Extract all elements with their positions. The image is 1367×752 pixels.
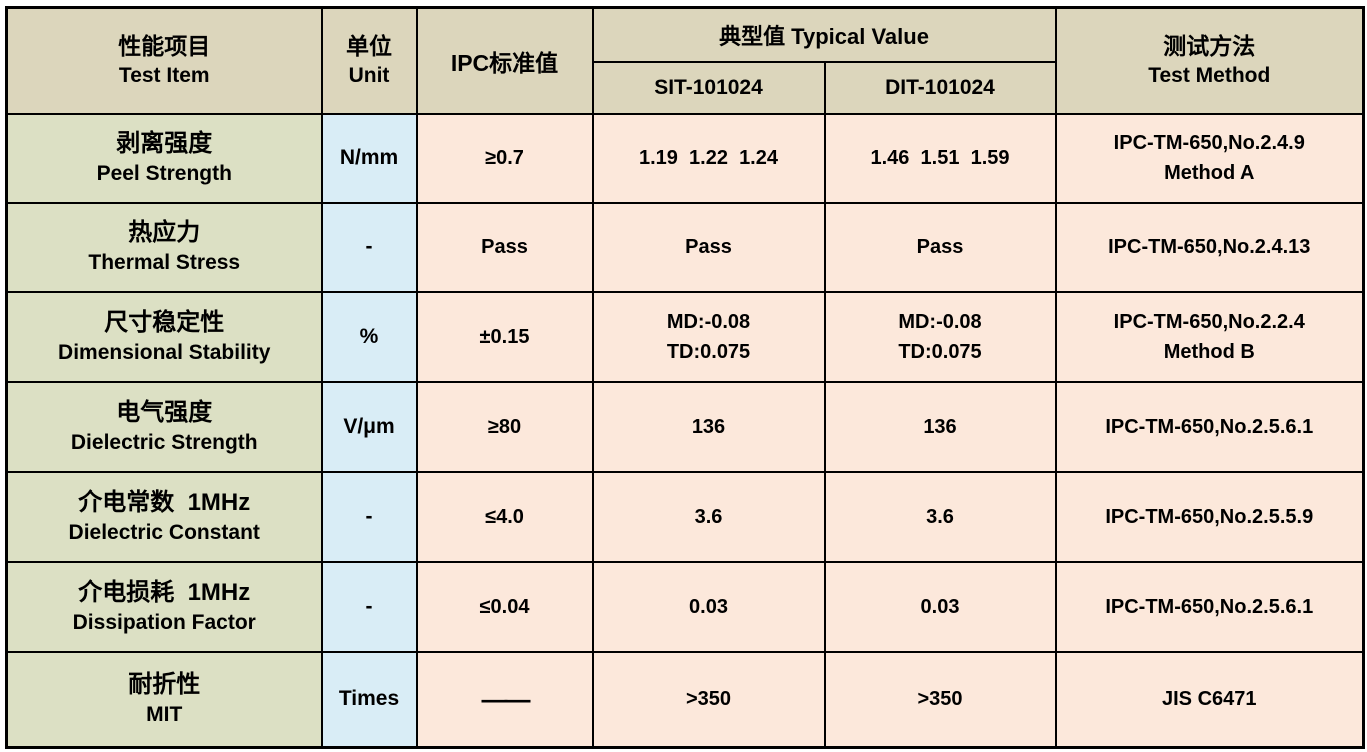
item-label-zh: 热应力 (128, 219, 201, 246)
dissipation-factor-dit-cell: 0.03 (823, 560, 1057, 653)
header-unit: 单位 Unit (320, 6, 418, 115)
row-thermal-stress: 热应力 Thermal Stress - Pass Pass Pass IPC-… (5, 201, 1365, 293)
item-label-en: Dimensional Stability (58, 340, 271, 364)
mit-dit-cell: >350 (823, 650, 1057, 749)
thermal-stress-ipc-cell: Pass (415, 201, 594, 293)
header-unit-en: Unit (348, 64, 390, 88)
item-label-zh: 介电损耗 1MHz (78, 578, 251, 606)
spec-sheet-page: 性能项目 Test Item 单位 Unit IPC标准值 典型值 Typica… (5, 6, 1366, 749)
dielectric-constant-ipc-cell: ≤4.0 (415, 470, 594, 563)
peel-strength-unit-cell: N/mm (320, 112, 418, 204)
peel-strength-method-cell: IPC-TM-650,No.2.4.9 Method A (1054, 112, 1365, 204)
header-row-top: 性能项目 Test Item 单位 Unit IPC标准值 典型值 Typica… (5, 6, 1365, 115)
dielectric-strength-method-cell: IPC-TM-650,No.2.5.6.1 (1054, 380, 1365, 473)
item-label-en: Dissipation Factor (72, 610, 256, 634)
header-test-item-zh: 性能项目 (118, 33, 211, 60)
dielectric-strength-ipc-cell: ≥80 (415, 380, 594, 473)
peel-strength-dit-cell: 1.46 1.51 1.59 (823, 112, 1057, 204)
peel-strength-sit-cell: 1.19 1.22 1.24 (591, 112, 826, 204)
thermal-stress-item-cell: 热应力 Thermal Stress (5, 201, 323, 293)
thermal-stress-sit-cell: Pass (591, 201, 826, 293)
peel-strength-ipc-cell: ≥0.7 (415, 112, 594, 204)
header-test-item-en: Test Item (118, 64, 210, 88)
dissipation-factor-ipc-cell: ≤0.04 (415, 560, 594, 653)
dielectric-constant-dit-cell: 3.6 (823, 470, 1057, 563)
item-label-zh: 耐折性 (128, 671, 201, 699)
dielectric-constant-sit-cell: 3.6 (591, 470, 826, 563)
dimensional-stability-item-cell: 尺寸稳定性 Dimensional Stability (5, 290, 323, 383)
dielectric-strength-dit-cell: 136 (823, 380, 1057, 473)
header-test-method-zh: 测试方法 (1163, 33, 1256, 60)
dielectric-constant-item-cell: 介电常数 1MHz Dielectric Constant (5, 470, 323, 563)
mit-method-cell: JIS C6471 (1054, 650, 1365, 749)
item-label-en: MIT (146, 703, 183, 727)
mit-ipc-cell: —— (415, 650, 594, 749)
row-folding-endurance-mit: 耐折性 MIT Times —— >350 >350 JIS C6471 (5, 650, 1365, 749)
dissipation-factor-item-cell: 介电损耗 1MHz Dissipation Factor (5, 560, 323, 653)
row-peel-strength: 剥离强度 Peel Strength N/mm ≥0.7 1.19 1.22 1… (5, 112, 1365, 204)
dimensional-stability-sit-cell: MD:-0.08 TD:0.075 (591, 290, 826, 383)
header-ipc-standard: IPC标准值 (415, 6, 594, 115)
dissipation-factor-sit-cell: 0.03 (591, 560, 826, 653)
dielectric-constant-method-cell: IPC-TM-650,No.2.5.5.9 (1054, 470, 1365, 563)
thermal-stress-dit-cell: Pass (823, 201, 1057, 293)
header-test-item: 性能项目 Test Item (5, 6, 323, 115)
header-model-sit: SIT-101024 (591, 60, 826, 115)
thermal-stress-unit-cell: - (320, 201, 418, 293)
header-unit-zh: 单位 (346, 33, 392, 60)
dielectric-strength-unit-cell: V/μm (320, 380, 418, 473)
dielectric-constant-unit-cell: - (320, 470, 418, 563)
item-label-zh: 剥离强度 (116, 130, 213, 157)
row-dissipation-factor: 介电损耗 1MHz Dissipation Factor - ≤0.04 0.0… (5, 560, 1365, 653)
thermal-stress-method-cell: IPC-TM-650,No.2.4.13 (1054, 201, 1365, 293)
peel-strength-item-cell: 剥离强度 Peel Strength (5, 112, 323, 204)
mit-unit-cell: Times (320, 650, 418, 749)
item-label-zh: 尺寸稳定性 (104, 308, 225, 336)
item-label-en: Dielectric Constant (68, 520, 260, 544)
header-test-method-en: Test Method (1148, 64, 1271, 88)
header-row-models: SIT-101024 DIT-101024 (7, 60, 1364, 115)
row-dielectric-strength: 电气强度 Dielectric Strength V/μm ≥80 136 13… (5, 380, 1365, 473)
mit-sit-cell: >350 (591, 650, 826, 749)
header-typical-value: 典型值 Typical Value (591, 6, 1057, 63)
dielectric-strength-item-cell: 电气强度 Dielectric Strength (5, 380, 323, 473)
dimensional-stability-ipc-cell: ±0.15 (415, 290, 594, 383)
item-label-zh: 电气强度 (116, 398, 213, 426)
row-dimensional-stability: 尺寸稳定性 Dimensional Stability % ±0.15 MD:-… (5, 290, 1365, 383)
item-label-zh: 介电常数 1MHz (78, 488, 251, 516)
item-label-en: Thermal Stress (88, 251, 241, 274)
dimensional-stability-unit-cell: % (320, 290, 418, 383)
item-label-en: Peel Strength (96, 162, 232, 185)
spec-table: 性能项目 Test Item 单位 Unit IPC标准值 典型值 Typica… (5, 6, 1366, 749)
header-model-dit: DIT-101024 (823, 60, 1057, 115)
dimensional-stability-method-cell: IPC-TM-650,No.2.2.4 Method B (1054, 290, 1365, 383)
dielectric-strength-sit-cell: 136 (591, 380, 826, 473)
row-dielectric-constant: 介电常数 1MHz Dielectric Constant - ≤4.0 3.6… (5, 470, 1365, 563)
dimensional-stability-dit-cell: MD:-0.08 TD:0.075 (823, 290, 1057, 383)
dissipation-factor-unit-cell: - (320, 560, 418, 653)
dissipation-factor-method-cell: IPC-TM-650,No.2.5.6.1 (1054, 560, 1365, 653)
mit-item-cell: 耐折性 MIT (5, 650, 323, 749)
header-test-method: 测试方法 Test Method (1054, 6, 1365, 115)
item-label-en: Dielectric Strength (70, 430, 258, 454)
